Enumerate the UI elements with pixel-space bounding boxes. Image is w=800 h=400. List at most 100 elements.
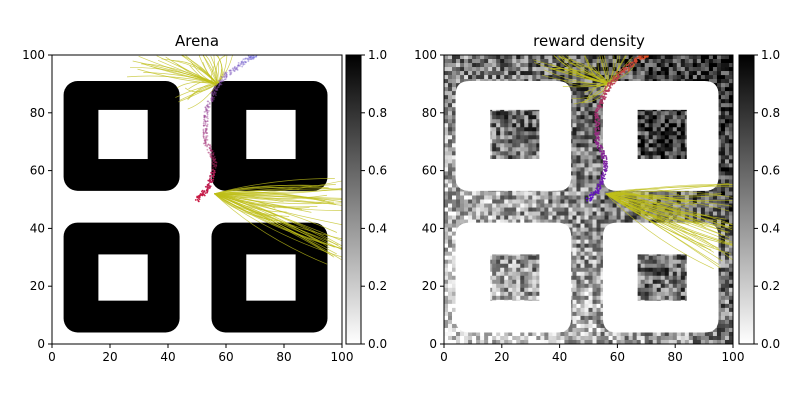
main-path-point (203, 116, 206, 119)
density-cell (556, 339, 561, 344)
density-cell (632, 63, 637, 68)
density-cell (624, 195, 629, 200)
density-cell (504, 339, 509, 344)
density-cell (556, 63, 561, 68)
density-cell (584, 123, 589, 128)
density-cell (596, 263, 601, 269)
main-path-point (215, 94, 217, 97)
density-cell (620, 67, 625, 72)
density-cell (524, 59, 529, 64)
density-cell (660, 55, 666, 60)
density-cell (492, 255, 497, 261)
density-cell (476, 203, 481, 208)
density-cell (652, 67, 658, 72)
density-cell (592, 79, 597, 84)
main-path-point (203, 138, 206, 141)
density-cell (488, 67, 493, 72)
density-cell (528, 255, 533, 261)
density-cell (452, 59, 457, 64)
density-cell (576, 215, 581, 220)
density-cell (596, 91, 601, 96)
density-cell (624, 203, 629, 208)
density-cell (472, 199, 477, 204)
density-cell (656, 139, 662, 144)
density-cell (672, 151, 678, 156)
density-cell (444, 71, 449, 76)
density-cell (632, 67, 637, 72)
main-path-point (204, 140, 207, 143)
density-cell (668, 275, 674, 281)
main-path-point (216, 86, 219, 89)
density-cell (444, 223, 449, 228)
density-cell (484, 207, 489, 212)
density-cell (512, 259, 517, 265)
main-path-point (206, 104, 209, 107)
density-cell (624, 59, 629, 64)
density-cell (660, 191, 666, 196)
density-cell (464, 63, 469, 68)
density-cell (584, 239, 589, 244)
density-cell (488, 211, 493, 216)
sampled-trajectory-line (176, 81, 218, 89)
density-cell (584, 55, 589, 60)
density-cell (516, 111, 521, 116)
density-cell (592, 307, 597, 313)
density-cell (512, 279, 517, 285)
density-cell (592, 219, 597, 224)
density-cell (636, 219, 641, 224)
density-cell (504, 75, 509, 80)
density-cell (636, 63, 641, 68)
main-path-point (216, 83, 218, 86)
density-cell (580, 267, 585, 273)
density-cell (524, 127, 529, 132)
density-cell (448, 227, 453, 232)
density-cell (496, 279, 501, 285)
density-cell (452, 95, 457, 100)
density-cell (484, 331, 489, 337)
density-cell (444, 215, 449, 220)
x-tick-label: 60 (218, 350, 233, 364)
density-cell (624, 331, 629, 337)
density-cell (644, 279, 650, 285)
density-cell (584, 247, 589, 252)
density-cell (648, 287, 654, 293)
density-cell (572, 263, 577, 269)
density-cell (600, 131, 605, 136)
density-cell (452, 195, 457, 200)
density-cell (556, 207, 561, 212)
main-path-point (208, 105, 211, 108)
main-path-point (213, 156, 215, 159)
density-cell (508, 123, 513, 128)
density-cell (652, 131, 658, 136)
density-cell (668, 123, 674, 128)
density-cell (448, 283, 453, 289)
density-cell (568, 339, 573, 344)
density-cell (660, 143, 666, 148)
density-cell (520, 295, 525, 301)
main-path-point (212, 156, 214, 159)
density-cell (452, 131, 457, 136)
density-cell (492, 339, 497, 344)
density-cell (508, 63, 513, 68)
density-cell (448, 307, 453, 313)
density-cell (644, 123, 650, 128)
density-cell (468, 55, 473, 60)
density-cell (504, 263, 509, 269)
density-cell (568, 183, 573, 188)
density-cell (648, 339, 654, 344)
main-path-point (213, 169, 216, 172)
density-cell (488, 267, 493, 273)
density-cell (528, 135, 533, 140)
density-cell (448, 183, 453, 188)
density-cell (652, 191, 658, 196)
x-tick-label: 100 (331, 350, 354, 364)
density-cell (564, 79, 569, 84)
density-cell (596, 175, 601, 180)
density-cell (492, 287, 497, 293)
density-cell (636, 135, 641, 140)
density-cell (492, 55, 497, 60)
main-path-point (225, 71, 228, 74)
density-cell (600, 307, 605, 313)
obstacle-hole (246, 254, 296, 301)
density-cell (660, 131, 666, 136)
